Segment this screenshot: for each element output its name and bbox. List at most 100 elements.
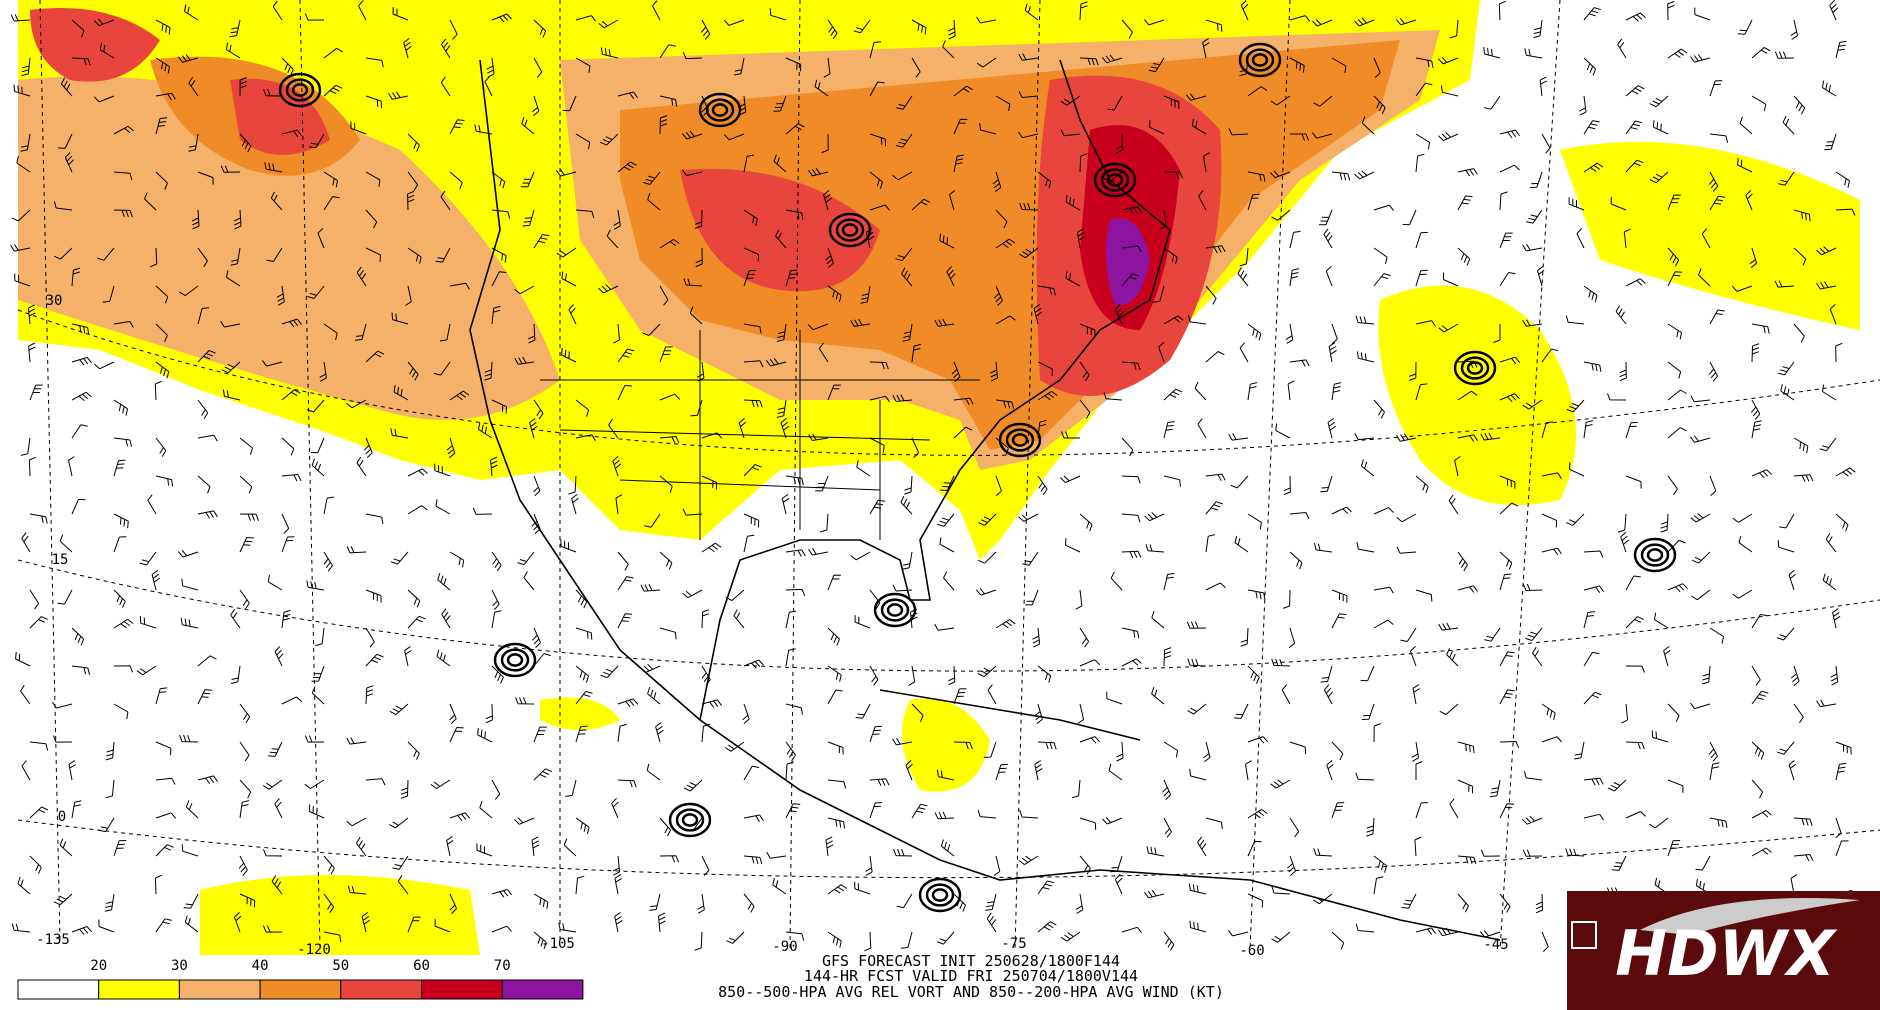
wind-barb [1793, 95, 1806, 115]
wind-barb [1667, 475, 1678, 496]
wind-barb [52, 735, 73, 743]
wind-barb [1121, 513, 1141, 523]
wind-barb [617, 385, 632, 401]
wind-barb [995, 619, 1016, 629]
wind-barb [948, 19, 956, 40]
wind-barb [1018, 53, 1039, 61]
wind-barb [995, 475, 1002, 496]
wind-barb [407, 133, 420, 152]
wind-barb [1565, 848, 1585, 857]
wind-barb [71, 57, 91, 66]
wind-barb [900, 931, 913, 949]
wind-barb [105, 779, 115, 799]
wind-barb [281, 437, 295, 456]
wind-barb [682, 589, 703, 599]
wind-barb [1499, 129, 1520, 139]
wind-barb [365, 685, 374, 705]
wind-barb [1499, 164, 1520, 173]
wind-barb [895, 247, 913, 262]
wind-barb [892, 171, 913, 181]
wind-barb [827, 665, 842, 682]
wind-barb [239, 893, 256, 908]
wind-barb [407, 589, 421, 608]
wind-barb [827, 574, 841, 591]
wind-barb [1079, 1, 1088, 21]
wind-barb [1709, 762, 1720, 781]
wind-barb [365, 209, 378, 229]
wind-barb [562, 95, 577, 112]
island-chain [879, 689, 1141, 741]
wind-barb [1289, 268, 1300, 287]
wind-barb [514, 356, 535, 365]
colorbar-label: 60 [413, 958, 430, 974]
wind-barb [643, 171, 661, 185]
wind-barb [911, 803, 928, 819]
wind-barb [743, 464, 762, 477]
colorbar-box [98, 979, 180, 1000]
wind-barb [262, 925, 283, 933]
wind-barb [1061, 431, 1080, 439]
wind-barb [1583, 550, 1604, 558]
wind-barb [1290, 133, 1309, 141]
wind-barb [936, 769, 955, 781]
contour [925, 883, 955, 907]
wind-barb [1751, 810, 1772, 819]
coastlines [469, 59, 1501, 941]
wind-barb [1187, 703, 1207, 715]
wind-barb [281, 129, 302, 138]
wind-barb [238, 855, 248, 876]
wind-barb [1709, 309, 1725, 325]
wind-barb [197, 171, 214, 185]
wind-barb [1203, 152, 1210, 173]
wind-barb [1524, 48, 1543, 59]
contour [285, 78, 315, 102]
wind-barb [659, 475, 673, 494]
contour [278, 72, 322, 108]
wind-barb [1793, 817, 1813, 826]
wind-barb [1114, 874, 1123, 895]
wind-barb [821, 133, 829, 154]
wind-barb [1667, 539, 1686, 553]
wind-barb [773, 154, 787, 173]
wind-barb [407, 468, 428, 477]
wind-barb [113, 459, 126, 477]
wind-barb [346, 737, 367, 745]
wind-barb [1409, 361, 1417, 381]
wind-barb [652, 0, 661, 21]
wind-barb [64, 152, 74, 173]
wind-barb [1037, 390, 1058, 401]
wind-barb [1667, 48, 1688, 59]
wind-barb [975, 588, 997, 596]
wind-barb [1018, 90, 1039, 98]
wind-barb [1539, 76, 1548, 97]
wind-barb [239, 475, 253, 494]
wind-barb [1360, 459, 1375, 477]
wind-barb [773, 95, 787, 112]
wind-barb [723, 19, 745, 26]
wind-barb [1019, 247, 1039, 259]
contour [1005, 428, 1035, 452]
wind-barb [1323, 684, 1334, 705]
wind-barb [281, 609, 291, 629]
wind-barb [491, 209, 511, 219]
wind-barb [1822, 573, 1837, 591]
wind-barb [27, 304, 36, 325]
wind-barb [1535, 893, 1543, 914]
wind-barb [476, 843, 493, 857]
wind-barb [1186, 621, 1207, 629]
wind-barb [307, 285, 325, 299]
wind-barb [911, 703, 924, 723]
wind-barb [1457, 585, 1478, 593]
wind-barb [220, 165, 241, 173]
wind-barb [1442, 272, 1459, 287]
wind-barb [659, 44, 676, 59]
wind-barb [827, 817, 846, 829]
wind-barb [985, 893, 997, 911]
wind-barb [1774, 51, 1795, 59]
wind-barb [575, 875, 585, 895]
wind-barb [1566, 513, 1585, 526]
wind-barb [644, 513, 661, 528]
wind-barb [1247, 589, 1266, 600]
wind-barb [533, 57, 543, 78]
